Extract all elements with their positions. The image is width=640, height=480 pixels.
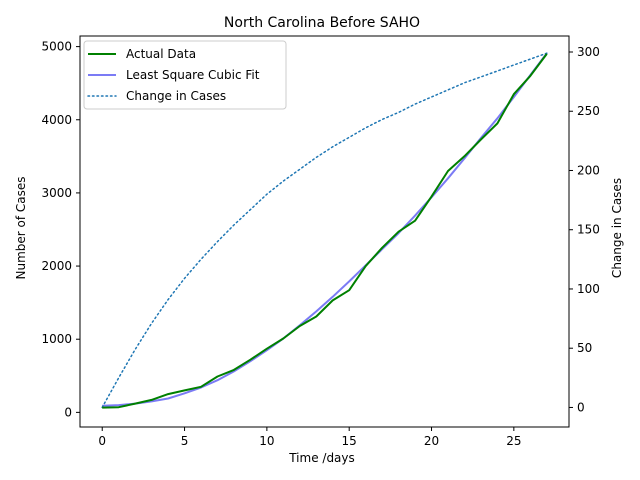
- right-tick-label: 250: [577, 104, 600, 118]
- x-tick-label: 20: [424, 434, 439, 448]
- x-tick-label: 10: [259, 434, 274, 448]
- legend-label: Change in Cases: [126, 89, 226, 103]
- y-tick-label: 2000: [41, 259, 72, 273]
- y-axis-ticks: 0 1000 2000 3000 4000 5000: [41, 40, 80, 419]
- legend: Actual Data Least Square Cubic Fit Change …: [83, 40, 287, 110]
- series-line-1: [102, 53, 548, 409]
- y-tick-label: 5000: [41, 40, 72, 54]
- right-axis-label: Change in Cases: [610, 178, 624, 278]
- series-lines: [101, 52, 548, 409]
- right-tick-label: 100: [577, 282, 600, 296]
- right-tick-label: 300: [577, 45, 600, 59]
- y-axis-label: Number of Cases: [14, 176, 28, 279]
- y-tick-label: 1000: [41, 332, 72, 346]
- y-tick-label: 4000: [41, 113, 72, 127]
- plot-area: [79, 35, 570, 428]
- x-axis-ticks: 0 5 10 15 20 25: [98, 427, 521, 448]
- right-axis-ticks: 0 50 100 150 200 250 300: [569, 45, 600, 414]
- x-tick-label: 5: [181, 434, 189, 448]
- legend-box: [83, 40, 287, 110]
- x-tick-label: 15: [342, 434, 357, 448]
- x-axis-label: Time /days: [288, 451, 355, 465]
- chart-title: North Carolina Before SAHO: [224, 15, 420, 31]
- plot-frame: [79, 35, 570, 428]
- x-tick-label: 0: [98, 434, 106, 448]
- right-tick-label: 50: [577, 341, 592, 355]
- series-line-3: [101, 52, 548, 409]
- right-tick-label: 150: [577, 223, 600, 237]
- legend-label: Actual Data: [126, 47, 196, 61]
- right-tick-label: 200: [577, 163, 600, 177]
- y-tick-label: 0: [64, 405, 72, 419]
- y-tick-label: 3000: [41, 186, 72, 200]
- x-tick-label: 25: [506, 434, 521, 448]
- legend-label: Least Square Cubic Fit: [126, 68, 260, 82]
- right-tick-label: 0: [577, 400, 585, 414]
